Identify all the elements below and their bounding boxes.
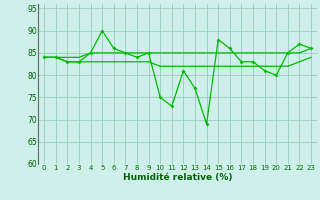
X-axis label: Humidité relative (%): Humidité relative (%) [123,173,232,182]
